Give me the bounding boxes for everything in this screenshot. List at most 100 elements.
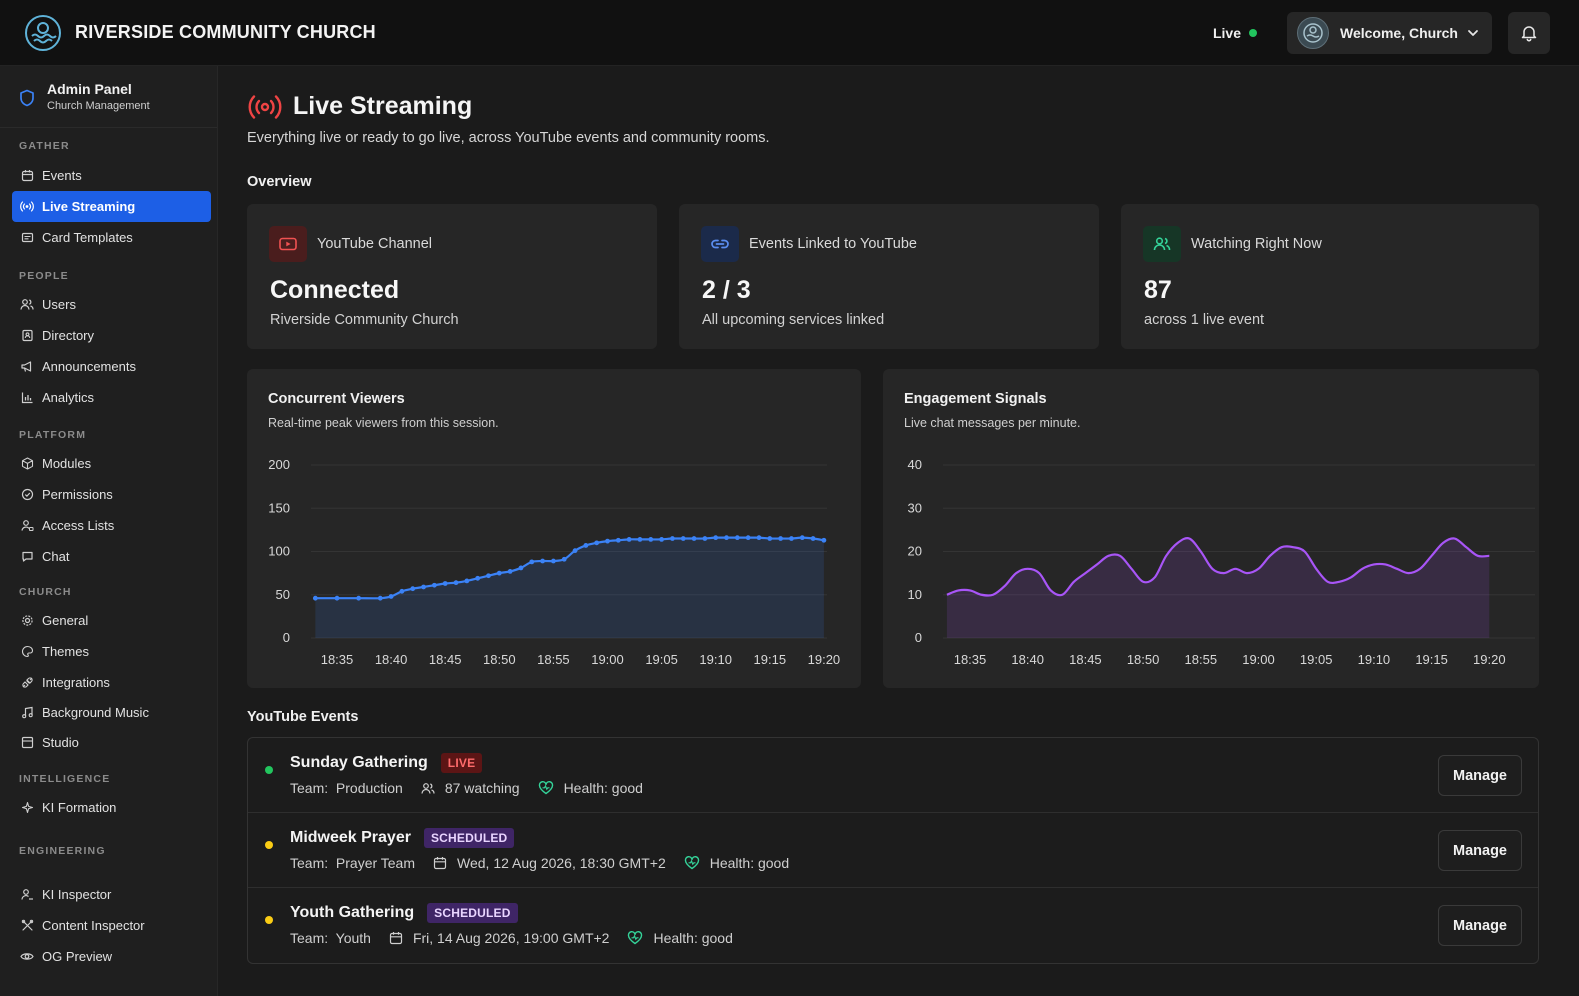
sidebar-item-directory[interactable]: Directory — [12, 320, 211, 351]
data-point — [724, 535, 729, 541]
section-platform: PLATFORM — [19, 429, 87, 441]
sidebar-item-access-lists[interactable]: Access Lists — [12, 510, 211, 541]
event-row: Sunday Gathering LIVE Team: Production 87 w… — [248, 738, 1538, 813]
x-tick-label: 18:55 — [1185, 652, 1218, 667]
status-badge: SCHEDULED — [423, 828, 515, 848]
data-point — [453, 580, 459, 586]
link-icon — [701, 226, 739, 262]
data-point — [388, 594, 394, 599]
sidebar-item-label: Chat — [42, 549, 70, 564]
chart-subtitle: Live chat messages per minute. — [904, 416, 1081, 430]
data-point — [356, 595, 362, 601]
eye-icon — [20, 950, 34, 964]
sidebar-item-permissions[interactable]: Permissions — [12, 479, 211, 510]
event-health: Health: good — [627, 930, 733, 946]
sidebar-item-chat[interactable]: Chat — [12, 541, 211, 572]
sidebar-item-content-inspector[interactable]: Content Inspector — [12, 910, 211, 941]
sidebar-item-announcements[interactable]: Announcements — [12, 351, 211, 382]
sidebar-item-label: Access Lists — [42, 518, 115, 533]
sidebar-item-integrations[interactable]: Integrations — [12, 667, 211, 698]
y-tick-label: 0 — [283, 630, 290, 645]
sidebar-item-background-music[interactable]: Background Music — [12, 697, 211, 728]
sidebar-item-ki-inspector[interactable]: KI Inspector — [12, 879, 211, 910]
x-tick-label: 18:50 — [1127, 652, 1160, 667]
sidebar-item-card-templates[interactable]: Card Templates — [12, 222, 211, 253]
avatar — [1297, 16, 1329, 49]
chart-subtitle: Real-time peak viewers from this session… — [268, 416, 499, 430]
heart-pulse-icon — [538, 781, 559, 795]
bell-icon — [1521, 25, 1537, 41]
sidebar-item-modules[interactable]: Modules — [12, 448, 211, 479]
event-team: Team: Production — [290, 780, 403, 796]
data-point — [464, 578, 470, 584]
sidebar-item-label: Studio — [42, 735, 79, 750]
sidebar: Admin Panel Church Management GATHER Eve… — [0, 66, 218, 996]
sidebar-item-live-streaming[interactable]: Live Streaming — [12, 191, 211, 222]
card-icon — [20, 231, 34, 245]
data-point — [334, 595, 340, 601]
box-icon — [20, 457, 34, 471]
sidebar-item-analytics[interactable]: Analytics — [12, 382, 211, 413]
data-point — [583, 543, 589, 548]
data-point — [648, 536, 654, 542]
data-point — [821, 537, 827, 543]
brand[interactable]: RIVERSIDE COMMUNITY CHURCH — [24, 14, 376, 52]
manage-button[interactable]: Manage — [1438, 755, 1522, 796]
event-health-text: Health: good — [653, 930, 733, 946]
manage-button[interactable]: Manage — [1438, 830, 1522, 871]
gear-icon — [20, 614, 34, 628]
sidebar-item-label: OG Preview — [42, 949, 113, 964]
data-point — [702, 536, 708, 541]
event-row: Midweek Prayer SCHEDULED Team: Prayer Team… — [248, 813, 1538, 888]
sidebar-item-label: Modules — [42, 456, 92, 471]
y-tick-label: 50 — [276, 587, 290, 602]
chart-card-concurrent-viewers: Concurrent Viewers Real-time peak viewer… — [247, 369, 861, 688]
user-menu-button[interactable]: Welcome, Church — [1287, 11, 1492, 54]
status-dot — [265, 916, 273, 924]
y-tick-label: 20 — [908, 544, 922, 559]
series-line — [946, 537, 1490, 597]
y-tick-label: 40 — [908, 457, 922, 472]
heart-pulse-icon — [627, 931, 648, 945]
status-badge: SCHEDULED — [427, 903, 518, 923]
data-point — [551, 558, 556, 564]
page-heading: Live Streaming — [293, 92, 473, 120]
sidebar-item-general[interactable]: General — [12, 605, 211, 636]
data-point — [615, 537, 621, 543]
event-title: Midweek Prayer — [290, 829, 411, 846]
event-info: Wed, 12 Aug 2026, 18:30 GMT+2 — [433, 855, 666, 871]
sidebar-item-og-preview[interactable]: OG Preview — [12, 941, 211, 972]
sidebar-item-studio[interactable]: Studio — [12, 727, 211, 758]
chart-title: Engagement Signals — [904, 391, 1047, 407]
sidebar-item-label: Themes — [42, 644, 89, 659]
event-team: Team: Youth — [290, 930, 371, 946]
event-meta: Team: Youth Fri, 14 Aug 2026, 19:00 GMT+2… — [290, 930, 751, 946]
data-point — [626, 536, 632, 542]
notifications-button[interactable] — [1508, 11, 1550, 54]
data-point — [486, 573, 491, 579]
admin-panel-header: Admin Panel Church Management — [0, 66, 217, 128]
stat-label: Events Linked to YouTube — [749, 236, 917, 252]
sidebar-item-label: Integrations — [42, 675, 110, 690]
sidebar-item-label: Directory — [42, 328, 95, 343]
sidebar-item-users[interactable]: Users — [12, 289, 211, 320]
section-intelligence: INTELLIGENCE — [19, 773, 111, 785]
data-point — [799, 535, 805, 541]
data-point — [431, 582, 437, 588]
sidebar-item-label: Announcements — [42, 359, 136, 374]
manage-button[interactable]: Manage — [1438, 905, 1522, 946]
sidebar-item-events[interactable]: Events — [12, 160, 211, 191]
sidebar-item-label: Users — [42, 297, 76, 312]
data-point — [767, 536, 773, 541]
badge-check-icon — [20, 488, 34, 502]
admin-panel-title: Admin Panel — [47, 81, 132, 97]
event-meta: Team: Prayer Team Wed, 12 Aug 2026, 18:30… — [290, 855, 807, 871]
sidebar-item-themes[interactable]: Themes — [12, 636, 211, 667]
data-point — [810, 536, 816, 541]
chart-title: Concurrent Viewers — [268, 391, 405, 407]
layout-icon — [20, 736, 34, 750]
overview-heading: Overview — [247, 174, 312, 190]
sidebar-item-ki-formation[interactable]: KI Formation — [12, 792, 211, 823]
sidebar-item-label: Content Inspector — [42, 918, 145, 933]
y-tick-label: 150 — [268, 500, 290, 515]
